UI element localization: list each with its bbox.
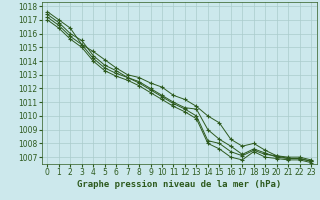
X-axis label: Graphe pression niveau de la mer (hPa): Graphe pression niveau de la mer (hPa) (77, 180, 281, 189)
